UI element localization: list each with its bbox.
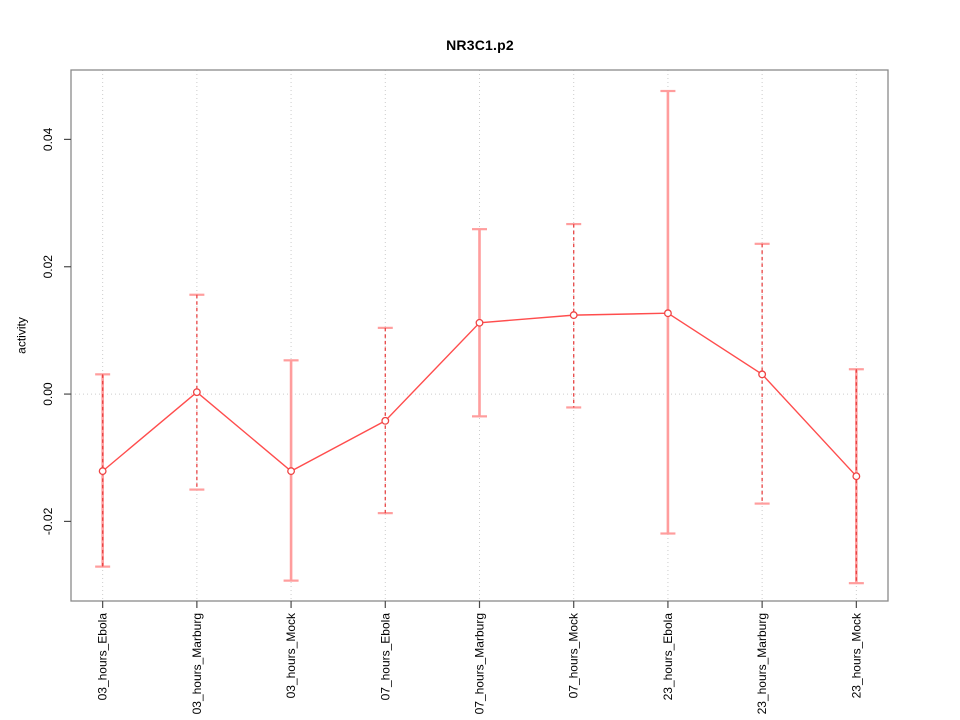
x-tick-label: 03_hours_Mock bbox=[284, 612, 298, 698]
x-tick-label: 23_hours_Mock bbox=[849, 612, 863, 698]
x-tick-label: 07_hours_Marburg bbox=[473, 613, 487, 714]
x-tick-label: 03_hours_Ebola bbox=[96, 613, 110, 701]
data-point-marker bbox=[569, 311, 578, 320]
data-point-marker bbox=[287, 467, 296, 476]
y-tick-label: -0.02 bbox=[41, 507, 55, 535]
y-tick-label: 0.04 bbox=[41, 127, 55, 151]
data-point-marker bbox=[192, 388, 201, 397]
data-point-marker bbox=[852, 472, 861, 481]
chart-title: NR3C1.p2 bbox=[446, 37, 514, 53]
data-point-marker bbox=[663, 309, 672, 318]
data-point-marker bbox=[758, 370, 767, 379]
data-point-marker bbox=[475, 318, 484, 327]
x-tick-label: 07_hours_Mock bbox=[567, 612, 581, 698]
x-tick-label: 23_hours_Ebola bbox=[661, 613, 675, 701]
data-point-marker bbox=[98, 467, 107, 476]
x-tick-label: 03_hours_Marburg bbox=[190, 613, 204, 714]
x-tick-label: 07_hours_Ebola bbox=[378, 613, 392, 701]
y-tick-label: 0.00 bbox=[41, 382, 55, 406]
x-tick-label: 23_hours_Marburg bbox=[755, 613, 769, 714]
data-point-marker bbox=[381, 416, 390, 425]
y-tick-label: 0.02 bbox=[41, 255, 55, 279]
